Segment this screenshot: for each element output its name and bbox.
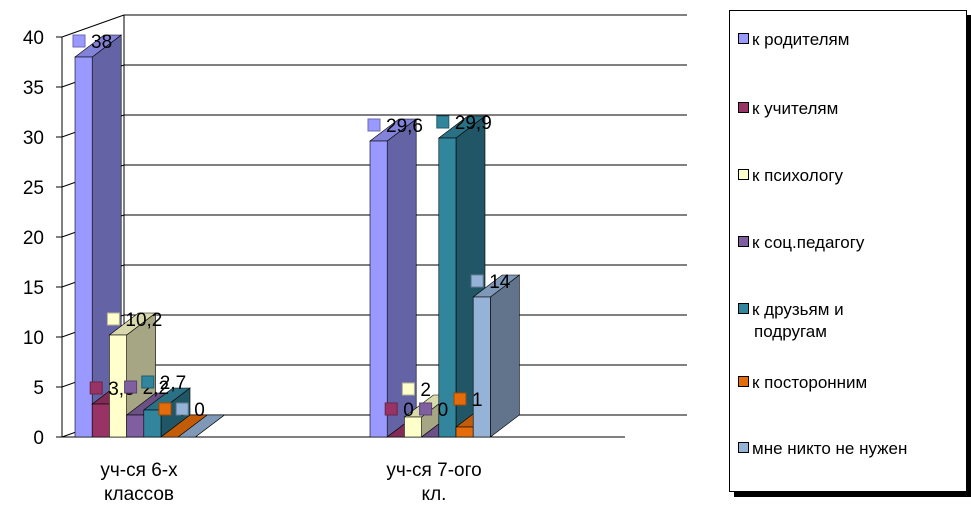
data-label-marker [384, 402, 398, 416]
legend-item: мне никто не нужен [738, 438, 907, 460]
legend: к родителям к учителям к психологу к соц.пе… [729, 10, 967, 492]
data-label: 2,7 [160, 373, 186, 394]
legend-label: к учителям [752, 99, 839, 118]
legend-item: к друзьям и подругам [738, 299, 844, 343]
data-label-marker [106, 312, 120, 326]
legend-swatch [738, 33, 749, 44]
data-label-marker [124, 380, 138, 394]
legend-item: к учителям [738, 98, 838, 120]
legend-item: к соц.педагогу [738, 232, 864, 254]
data-label-marker [470, 274, 484, 288]
data-label: 38 [91, 32, 112, 53]
legend-label: к соц.педагогу [752, 233, 865, 252]
legend-swatch [738, 169, 749, 180]
legend-swatch [738, 442, 749, 453]
data-label: 29,9 [455, 113, 492, 134]
y-tick-label: 35 [23, 78, 44, 99]
data-label-marker [72, 34, 86, 48]
bar [108, 312, 157, 438]
legend-swatch [738, 236, 749, 247]
data-label-marker [141, 375, 155, 389]
data-label-marker [453, 392, 467, 406]
legend-swatch [738, 102, 749, 113]
bar [369, 118, 418, 438]
legend-item: к психологу [738, 165, 843, 187]
data-label-marker [367, 118, 381, 132]
data-label: 1 [472, 390, 483, 411]
legend-swatch [738, 303, 749, 314]
legend-label: к друзьям и [752, 300, 844, 319]
y-tick-label: 30 [23, 128, 44, 149]
gridline-depth [61, 14, 125, 38]
data-label-marker [175, 402, 189, 416]
legend-label: к родителям [752, 30, 850, 49]
y-tick-label: 0 [33, 428, 44, 449]
data-label-marker [158, 402, 172, 416]
legend-label: мне никто не нужен [752, 439, 908, 458]
y-tick-label: 25 [23, 178, 44, 199]
y-tick-label: 15 [23, 278, 44, 299]
y-tick-label: 20 [23, 228, 44, 249]
bar [177, 414, 226, 438]
data-label-marker [419, 402, 433, 416]
legend-swatch [738, 376, 749, 387]
data-label: 0 [403, 400, 414, 421]
legend-label: к психологу [752, 166, 844, 185]
legend-label: к посторонним [752, 373, 868, 392]
data-label: 2 [420, 380, 431, 401]
bar [472, 274, 521, 438]
x-tick-label: классов [104, 484, 174, 505]
data-label-marker [89, 381, 103, 395]
x-tick-label: уч-ся 6-х [100, 460, 178, 481]
x-tick-label: уч-ся 7-ого [386, 460, 481, 481]
data-label: 0 [438, 400, 449, 421]
data-label: 0 [194, 400, 205, 421]
data-label-marker [401, 382, 415, 396]
bar [142, 387, 191, 438]
data-label: 29,6 [386, 116, 423, 137]
data-label-marker [436, 115, 450, 129]
x-tick-label: кл. [422, 484, 447, 505]
bars [74, 34, 521, 438]
data-label: 14 [489, 272, 511, 293]
y-tick-label: 10 [23, 328, 44, 349]
legend-label: подругам [754, 322, 827, 341]
data-label: 10,2 [125, 310, 162, 331]
legend-item: к родителям [738, 29, 849, 51]
legend-item: к посторонним [738, 372, 867, 394]
y-tick-label: 40 [23, 28, 44, 49]
y-tick-label: 5 [33, 378, 44, 399]
